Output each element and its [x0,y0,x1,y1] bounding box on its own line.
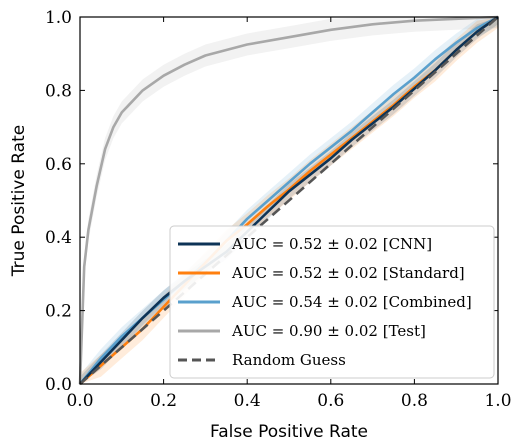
x-tick-label: 0.8 [401,391,428,411]
y-axis-label: True Positive Rate [9,125,29,277]
line-random-guess [79,16,499,385]
y-axis-ticks: 0.0 0.2 0.4 0.6 0.8 1.0 [45,8,498,395]
y-tick-label: 0.0 [45,375,72,395]
x-tick-label: 0.2 [150,391,177,411]
legend-box [169,225,495,379]
roc-curves [78,15,499,385]
legend-label: Random Guess [232,351,346,369]
y-tick-label: 0.6 [45,155,72,175]
line-test [78,15,499,385]
x-tick-label: 0.0 [66,391,93,411]
y-tick-label: 0.4 [45,228,72,248]
legend-label: AUC = 0.90 ± 0.02 [Test] [231,322,426,340]
x-axis-label: False Positive Rate [210,422,368,442]
x-tick-label: 1.0 [484,391,511,411]
plot-frame [79,16,499,385]
line-cnn [79,15,499,385]
y-tick-label: 0.8 [45,81,72,101]
legend-label: AUC = 0.52 ± 0.02 [CNN] [231,235,432,253]
legend: AUC = 0.52 ± 0.02 [CNN] AUC = 0.52 ± 0.02… [169,225,495,379]
legend-label: AUC = 0.54 ± 0.02 [Combined] [231,293,472,311]
x-tick-label: 0.6 [317,391,344,411]
x-tick-label: 0.4 [234,391,261,411]
x-axis-ticks: 0.0 0.2 0.4 0.6 0.8 1.0 [66,17,512,411]
y-tick-label: 1.0 [45,8,72,28]
y-tick-label: 0.2 [45,302,72,322]
legend-label: AUC = 0.52 ± 0.02 [Standard] [231,264,465,282]
